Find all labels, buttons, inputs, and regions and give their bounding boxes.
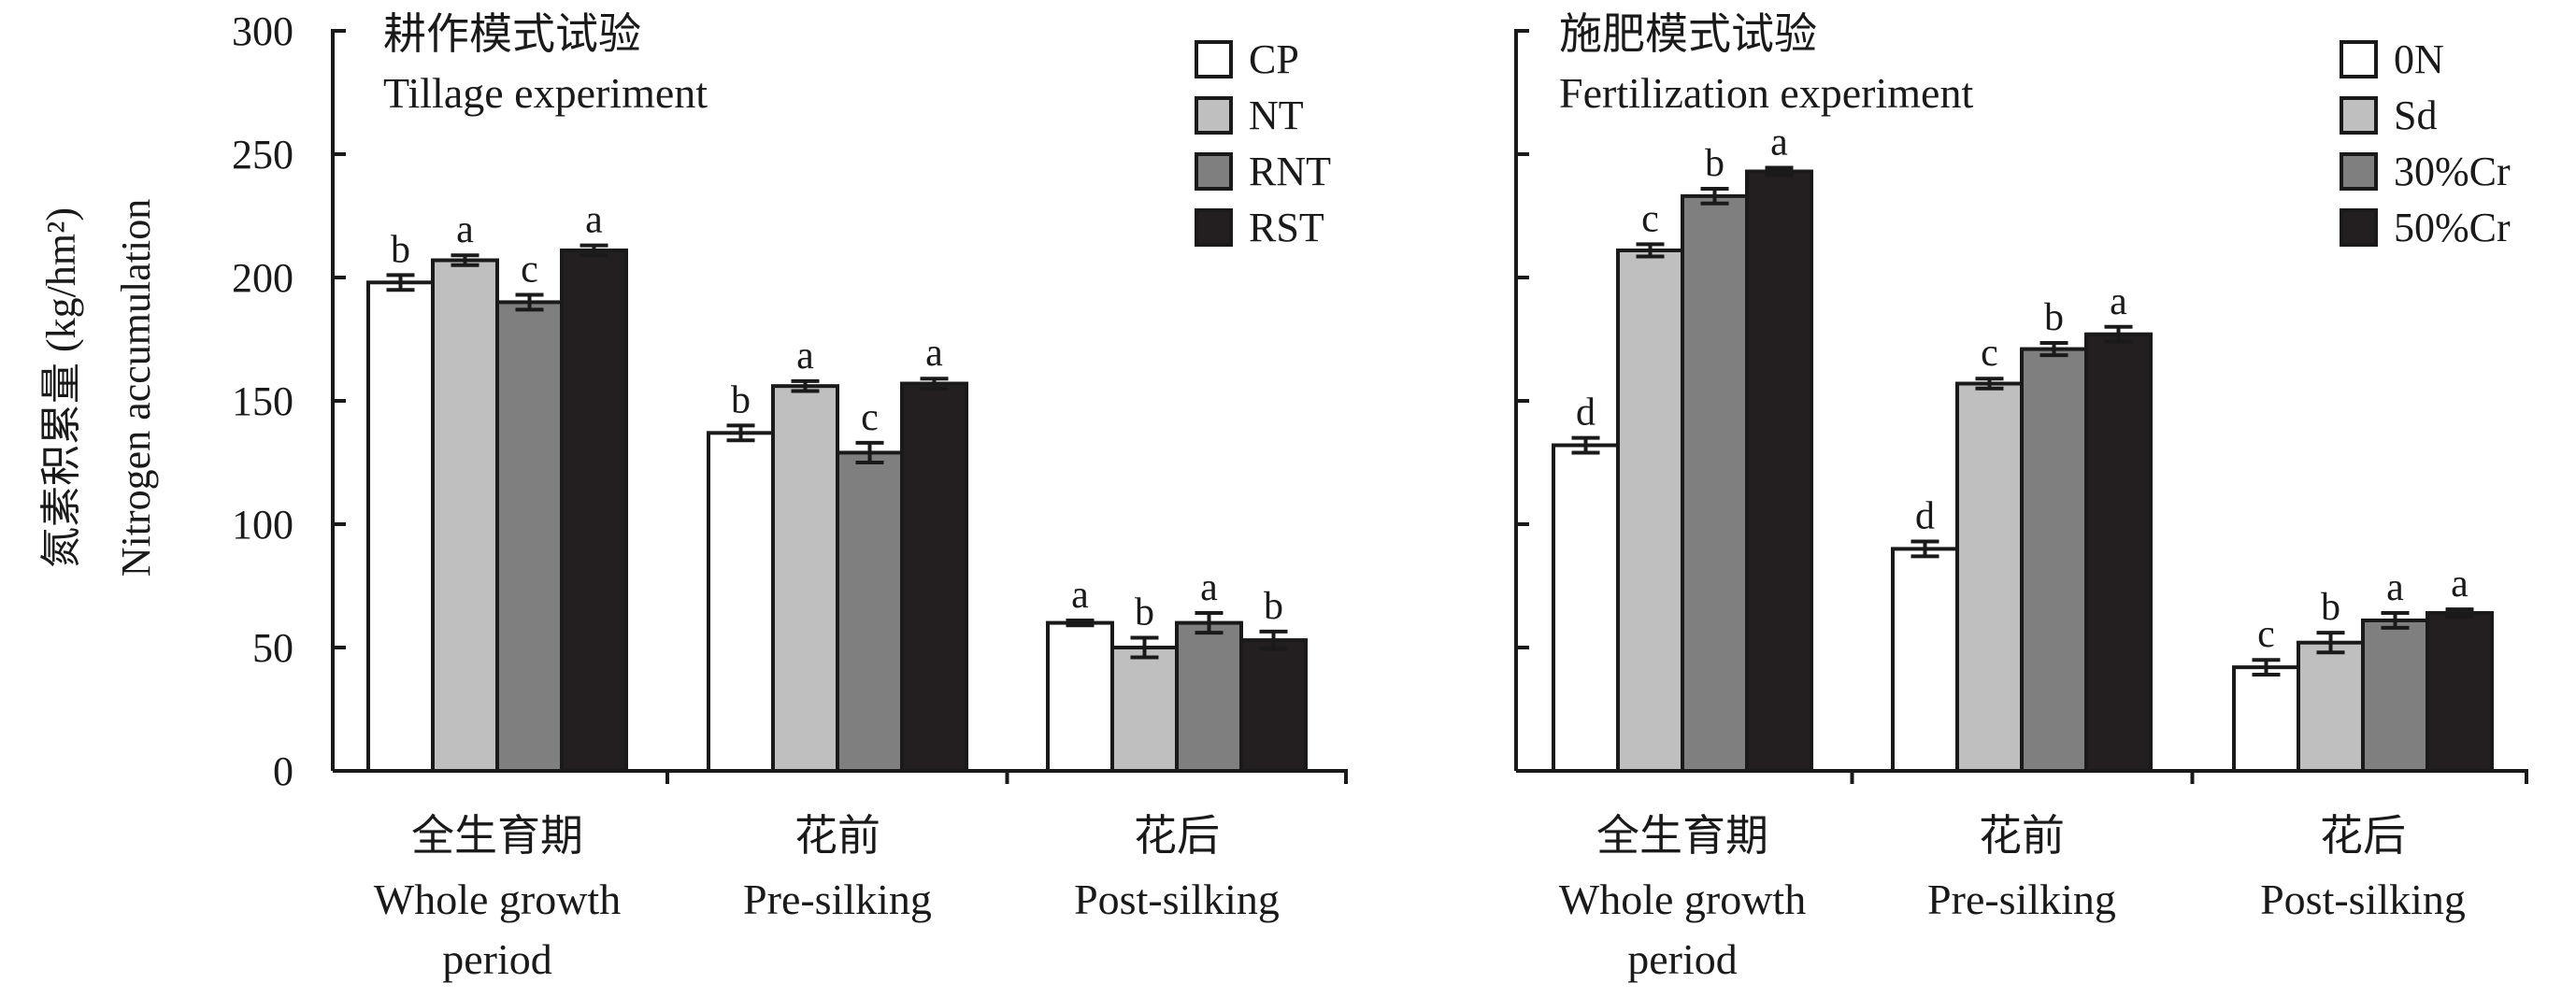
legend-label: 0N [2394,36,2444,82]
significance-letter: c [1641,197,1659,240]
x-category-label-cn: 花后 [2320,812,2406,860]
bar-nt [1110,646,1179,773]
legend-label: NT [1249,93,1304,138]
bar-rst [900,381,968,773]
x-category-label-en: period [442,935,552,983]
y-tick-label: 100 [232,502,293,548]
significance-letter: b [391,228,410,271]
bar-50cr [2084,332,2153,773]
bar-nt [431,258,499,773]
legend-swatch [2340,96,2378,135]
significance-letter: b [2321,586,2340,629]
bar-cp [366,280,435,773]
significance-letter: c [521,248,538,291]
legend-swatch [1195,40,1233,78]
x-category-label-cn: 花前 [1979,812,2065,860]
significance-letter: a [1200,566,1218,609]
x-category-label-en: Whole growth [374,876,621,923]
significance-letter: d [1915,494,1935,537]
legend-swatch [2340,208,2378,247]
x-category-label-cn: 花前 [794,812,880,860]
x-category-label-cn: 花后 [1134,812,1220,860]
legend-label: RNT [1249,149,1331,194]
significance-letter: b [731,378,751,421]
significance-letter: b [1705,142,1724,185]
bar-50cr [1745,169,1813,774]
legend-swatch [1195,208,1233,247]
significance-letter: c [2257,613,2275,656]
x-category-label-en: Post-silking [2260,876,2466,923]
bar-cp [707,431,775,773]
y-axis-label-cn: 氮素积累量 (kg/hm²) [38,207,84,568]
y-tick-label: 250 [232,132,293,178]
bar-0n [2232,665,2300,773]
panel-title-cn: 耕作模式试验 [383,10,641,58]
significance-letter: a [1770,121,1788,164]
significance-letter: d [1576,392,1596,434]
legend-label: Sd [2394,93,2437,138]
bar-cp [1046,620,1114,773]
x-category-label-en: Whole growth [1559,876,1806,923]
y-tick-label: 0 [273,748,293,794]
x-category-label-cn: 全生育期 [411,812,583,860]
bar-0n [1891,547,1959,774]
legend-swatch [1195,96,1233,135]
bar-30cr [2361,618,2429,774]
significance-letter: b [2044,296,2064,339]
bar-50cr [2426,611,2494,773]
x-category-label-en: Pre-silking [743,876,932,923]
tillage-experiment-panel: 0 50 100 150 200 250 300 耕作模式试验 Tillage experime… [232,8,1348,983]
legend-label: 50%Cr [2394,205,2511,250]
significance-letter: a [2386,566,2404,609]
bar-30cr [2020,347,2088,773]
significance-letter: a [456,208,474,251]
bar-30cr [1681,193,1749,773]
bar-rst [560,248,628,773]
significance-letter: a [1071,574,1089,617]
bar-sd [1955,381,2024,773]
panel-title-en: Fertilization experiment [1559,69,1973,117]
y-axis-label-en: Nitrogen accumulation [113,199,159,577]
x-category-label-en: Post-silking [1074,876,1280,923]
legend: 0N Sd 30%Cr 50%Cr [2340,36,2511,250]
legend: CP NT RNT RST [1195,36,1331,250]
y-tick-label: 300 [232,8,293,54]
x-category-label-cn: 全生育期 [1596,812,1768,860]
panel-title-cn: 施肥模式试验 [1559,10,1817,58]
significance-letter: c [1981,332,1998,375]
bar-0n [1552,443,1620,773]
y-tick-label: 150 [232,378,293,424]
significance-letter: c [861,396,879,439]
legend-swatch [2340,152,2378,191]
x-category-label-en: Pre-silking [1927,876,2116,923]
bar-sd [2297,640,2365,773]
significance-letter: b [1264,585,1283,628]
panel-title-en: Tillage experiment [383,69,708,117]
legend-swatch [1195,152,1233,191]
y-tick-label: 50 [252,625,293,671]
bar-sd [1616,248,1684,773]
bar-nt [771,384,839,773]
y-axis-label: 氮素积累量 (kg/hm²) Nitrogen accumulation [38,199,159,577]
fertilization-experiment-panel: 施肥模式试验 Fertilization experiment d d c c c b b b a a… [1514,10,2528,983]
legend-label: RST [1249,205,1324,250]
bar-rnt [1175,620,1243,773]
significance-letter: a [796,335,814,377]
significance-letter: a [2451,563,2469,605]
significance-letter: a [2110,280,2127,323]
bar-rnt [495,300,564,773]
legend-label: CP [1249,36,1299,82]
significance-letter: b [1135,591,1154,634]
legend-label: 30%Cr [2394,149,2511,194]
legend-swatch [2340,40,2378,78]
x-category-label-en: period [1627,935,1738,983]
significance-letter: a [585,199,603,242]
bar-rnt [836,450,904,773]
bar-rst [1239,638,1308,774]
y-tick-label: 200 [232,255,293,301]
significance-letter: a [925,332,943,375]
